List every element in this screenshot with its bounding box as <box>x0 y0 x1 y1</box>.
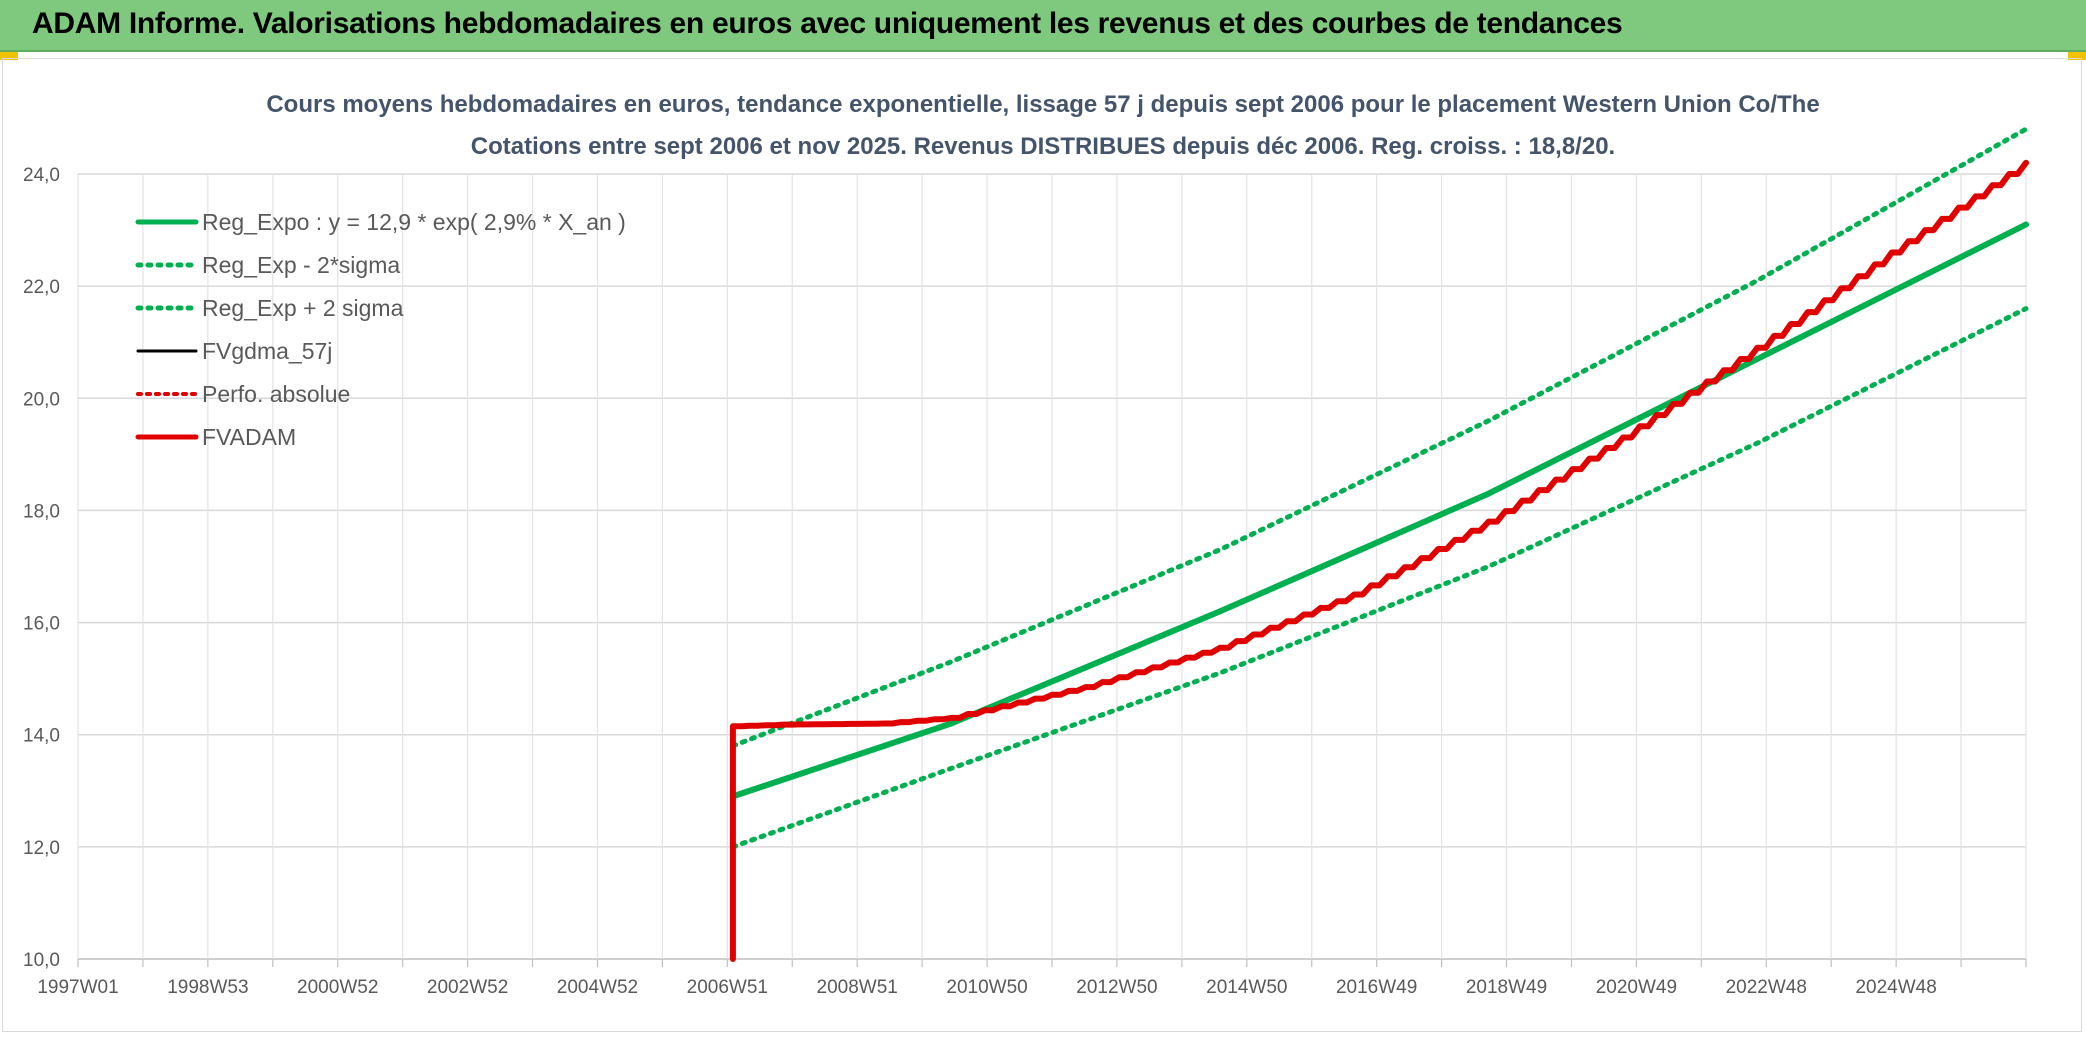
y-tick-label: 22,0 <box>23 277 60 298</box>
legend-label: Reg_Expo : y = 12,9 * exp( 2,9% * X_an ) <box>202 209 626 235</box>
corner-mark-top-right <box>2068 52 2086 60</box>
y-tick-label: 24,0 <box>23 165 60 186</box>
series-line-2 <box>730 126 2029 749</box>
x-tick-label: 2002W52 <box>427 977 508 998</box>
x-tick-label: 2024W48 <box>1855 977 1936 998</box>
legend-label: Reg_Exp + 2 sigma <box>202 295 404 321</box>
legend-label: FVADAM <box>202 424 296 450</box>
x-tick-label: 2010W50 <box>946 977 1027 998</box>
chart-legend: Reg_Expo : y = 12,9 * exp( 2,9% * X_an )… <box>135 209 626 450</box>
legend-label: FVgdma_57j <box>202 338 332 364</box>
y-tick-label: 14,0 <box>23 726 60 747</box>
x-tick-label: 2004W52 <box>557 977 638 998</box>
x-tick-label: 2018W49 <box>1466 977 1547 998</box>
x-tick-label: 2006W51 <box>687 977 768 998</box>
series-line-3 <box>731 161 2028 961</box>
y-tick-label: 12,0 <box>23 838 60 859</box>
chart-subtitle: Cotations entre sept 2006 et nov 2025. R… <box>471 133 1615 160</box>
y-tick-label: 10,0 <box>23 950 60 971</box>
y-axis-tick-labels: 10,0 12,0 14,0 16,0 18,0 20,0 22,0 24,0 <box>23 165 60 971</box>
chart-title: Cours moyens hebdomadaires en euros, ten… <box>266 91 1819 118</box>
x-tick-label: 2020W49 <box>1596 977 1677 998</box>
x-tick-label: 2014W50 <box>1206 977 1287 998</box>
x-tick-label: 2022W48 <box>1726 977 1807 998</box>
series-line-1 <box>730 306 2029 850</box>
grid-lines <box>77 173 2027 967</box>
series-line-0 <box>729 221 2029 800</box>
corner-mark-top-left <box>0 52 18 60</box>
x-tick-label: 1997W01 <box>37 977 118 998</box>
y-tick-label: 16,0 <box>23 614 60 635</box>
report-banner: ADAM Informe. Valorisations hebdomadaire… <box>0 0 2086 52</box>
series-lines <box>729 126 2029 962</box>
legend-label: Reg_Exp - 2*sigma <box>202 252 400 278</box>
series-line-5 <box>729 159 2029 962</box>
legend-label: Perfo. absolue <box>202 381 350 407</box>
x-tick-label: 1998W53 <box>167 977 248 998</box>
x-tick-label: 2016W49 <box>1336 977 1417 998</box>
report-title: ADAM Informe. Valorisations hebdomadaire… <box>32 7 1623 40</box>
x-axis-tick-labels: 1997W01 1998W53 2000W52 2002W52 2004W52 2006W… <box>37 977 1936 998</box>
y-tick-label: 20,0 <box>23 389 60 410</box>
x-tick-label: 2012W50 <box>1076 977 1157 998</box>
chart-frame <box>2 58 2082 1032</box>
x-tick-label: 2008W51 <box>817 977 898 998</box>
y-tick-label: 18,0 <box>23 501 60 522</box>
x-tick-label: 2000W52 <box>297 977 378 998</box>
